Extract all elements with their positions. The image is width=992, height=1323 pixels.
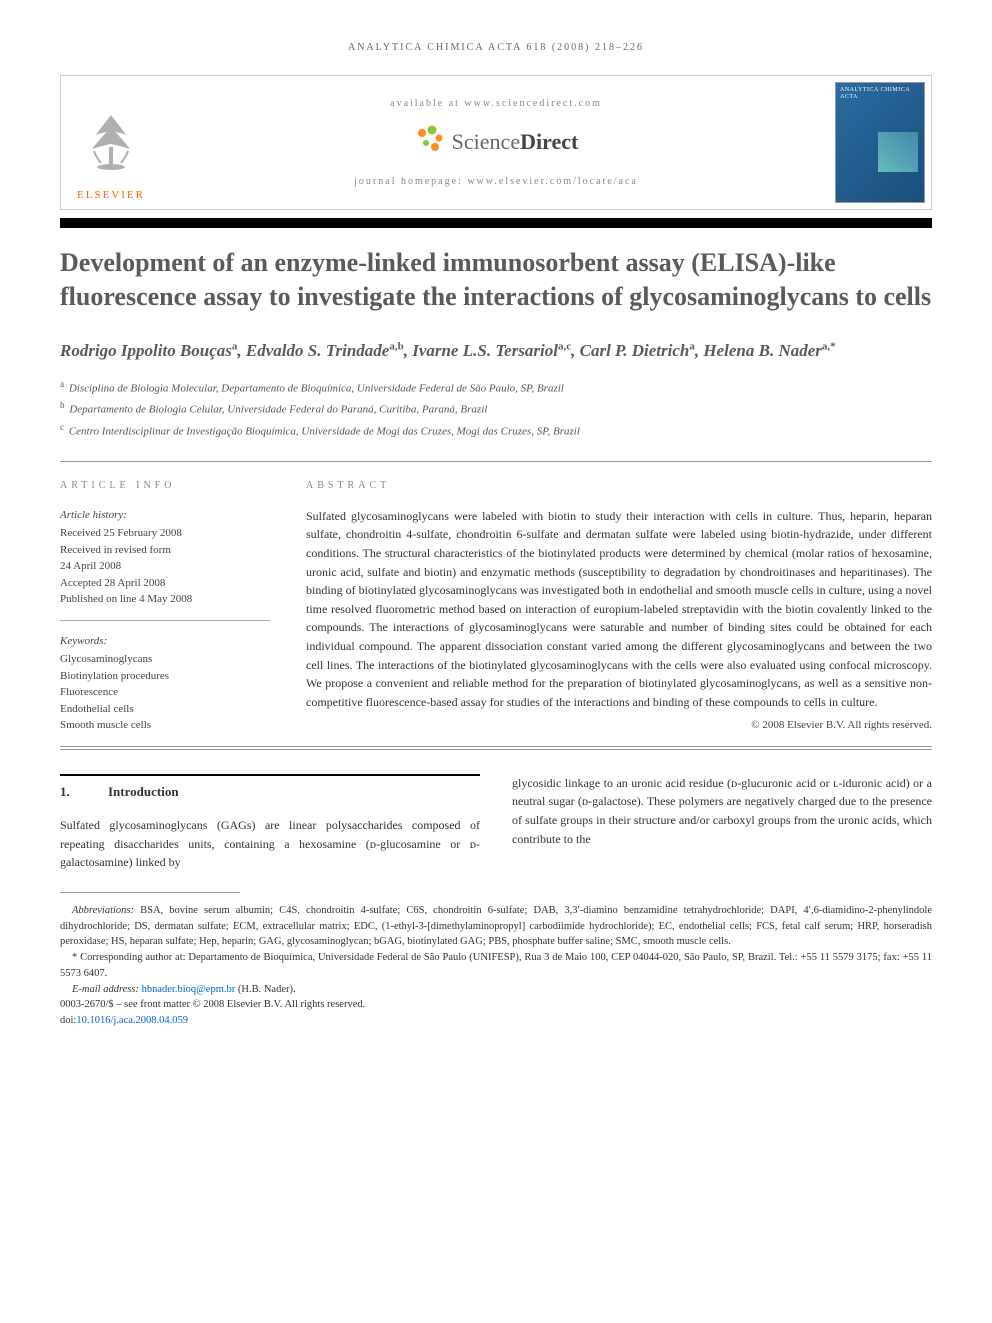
abbreviations-label: Abbreviations: [72, 905, 134, 916]
corresponding-text: Departamento de Bioquímica, Universidade… [60, 952, 932, 979]
issn-line: 0003-2670/$ – see front matter © 2008 El… [60, 997, 932, 1013]
keyword-line: Endothelial cells [60, 701, 270, 718]
section-number: 1. [60, 782, 108, 802]
abbreviations-text: BSA, bovine serum albumin; C4S, chondroi… [60, 905, 932, 948]
authors-list: Rodrigo Ippolito Bouçasa, Edvaldo S. Tri… [60, 338, 932, 364]
elsevier-logo: ELSEVIER [67, 107, 155, 203]
meta-rule [60, 461, 932, 462]
section-rule-2 [60, 749, 932, 750]
email-name: (H.B. Nader). [235, 984, 295, 995]
journal-cover-thumbnail: ANALYTICA CHIMICA ACTA [835, 82, 925, 203]
body-para-right: glycosidic linkage to an uronic acid res… [512, 774, 932, 848]
elsevier-name: ELSEVIER [67, 187, 155, 204]
running-header: ANALYTICA CHIMICA ACTA 618 (2008) 218–22… [60, 40, 932, 55]
keywords-block: Keywords: GlycosaminoglycansBiotinylatio… [60, 633, 270, 734]
affiliations: a Disciplina de Biologia Molecular, Depa… [60, 377, 932, 441]
abstract-copyright: © 2008 Elsevier B.V. All rights reserved… [306, 717, 932, 734]
journal-cover-title: ANALYTICA CHIMICA ACTA [840, 87, 920, 101]
masthead: ELSEVIER available at www.sciencedirect.… [60, 75, 932, 210]
article-title: Development of an enzyme-linked immunoso… [60, 246, 932, 314]
elsevier-tree-icon [76, 107, 146, 177]
section-title: Introduction [108, 782, 179, 802]
article-history-lines: Received 25 February 2008Received in rev… [60, 525, 270, 608]
keyword-line: Glycosaminoglycans [60, 651, 270, 668]
sd-science: Science [452, 129, 520, 154]
sciencedirect-logo: ScienceDirect [414, 123, 579, 161]
history-line: Received in revised form [60, 542, 270, 559]
sciencedirect-text: ScienceDirect [452, 125, 579, 158]
doi-link[interactable]: 10.1016/j.aca.2008.04.059 [76, 1015, 188, 1026]
abstract-column: ABSTRACT Sulfated glycosaminoglycans wer… [306, 478, 932, 734]
section-heading: 1. Introduction [60, 774, 480, 802]
article-history-block: Article history: Received 25 February 20… [60, 507, 270, 621]
history-line: 24 April 2008 [60, 558, 270, 575]
body-para-left: Sulfated glycosaminoglycans (GAGs) are l… [60, 816, 480, 872]
history-line: Published on line 4 May 2008 [60, 591, 270, 608]
corresponding-author-footnote: * Corresponding author at: Departamento … [60, 950, 932, 982]
corresponding-label: * Corresponding author at: [72, 952, 186, 963]
masthead-center: available at www.sciencedirect.com Scien… [81, 96, 911, 190]
doi-line: doi:10.1016/j.aca.2008.04.059 [60, 1013, 932, 1029]
keyword-line: Biotinylation procedures [60, 668, 270, 685]
affiliation-line: a Disciplina de Biologia Molecular, Depa… [60, 377, 932, 398]
affiliation-line: b Departamento de Biologia Celular, Univ… [60, 398, 932, 419]
page: ANALYTICA CHIMICA ACTA 618 (2008) 218–22… [0, 0, 992, 1059]
body-column-right: glycosidic linkage to an uronic acid res… [512, 774, 932, 872]
footnote-rule [60, 892, 240, 893]
footnotes: Abbreviations: BSA, bovine serum albumin… [60, 903, 932, 1029]
abstract-text: Sulfated glycosaminoglycans were labeled… [306, 507, 932, 712]
title-bar [60, 218, 932, 228]
keywords-list: GlycosaminoglycansBiotinylation procedur… [60, 651, 270, 734]
affiliation-line: c Centro Interdisciplinar de Investigaçã… [60, 420, 932, 441]
body-columns: 1. Introduction Sulfated glycosaminoglyc… [60, 774, 932, 872]
email-link[interactable]: hbnader.bioq@epm.br [142, 984, 236, 995]
section-rule-1 [60, 746, 932, 747]
sciencedirect-icon [414, 123, 446, 161]
keyword-line: Fluorescence [60, 684, 270, 701]
article-info-column: ARTICLE INFO Article history: Received 2… [60, 478, 270, 734]
keyword-line: Smooth muscle cells [60, 717, 270, 734]
email-footnote: E-mail address: hbnader.bioq@epm.br (H.B… [60, 982, 932, 998]
journal-cover-image [878, 132, 918, 172]
keywords-heading: Keywords: [60, 633, 270, 650]
meta-abstract-row: ARTICLE INFO Article history: Received 2… [60, 478, 932, 734]
sd-direct: Direct [520, 129, 578, 154]
doi-label: doi: [60, 1015, 76, 1026]
body-column-left: 1. Introduction Sulfated glycosaminoglyc… [60, 774, 480, 872]
available-at-text: available at www.sciencedirect.com [81, 96, 911, 111]
email-label: E-mail address: [72, 984, 142, 995]
journal-homepage-text: journal homepage: www.elsevier.com/locat… [81, 174, 911, 189]
article-history-heading: Article history: [60, 507, 270, 524]
abbreviations-footnote: Abbreviations: BSA, bovine serum albumin… [60, 903, 932, 950]
history-line: Received 25 February 2008 [60, 525, 270, 542]
abstract-heading: ABSTRACT [306, 478, 932, 493]
article-info-heading: ARTICLE INFO [60, 478, 270, 493]
history-line: Accepted 28 April 2008 [60, 575, 270, 592]
